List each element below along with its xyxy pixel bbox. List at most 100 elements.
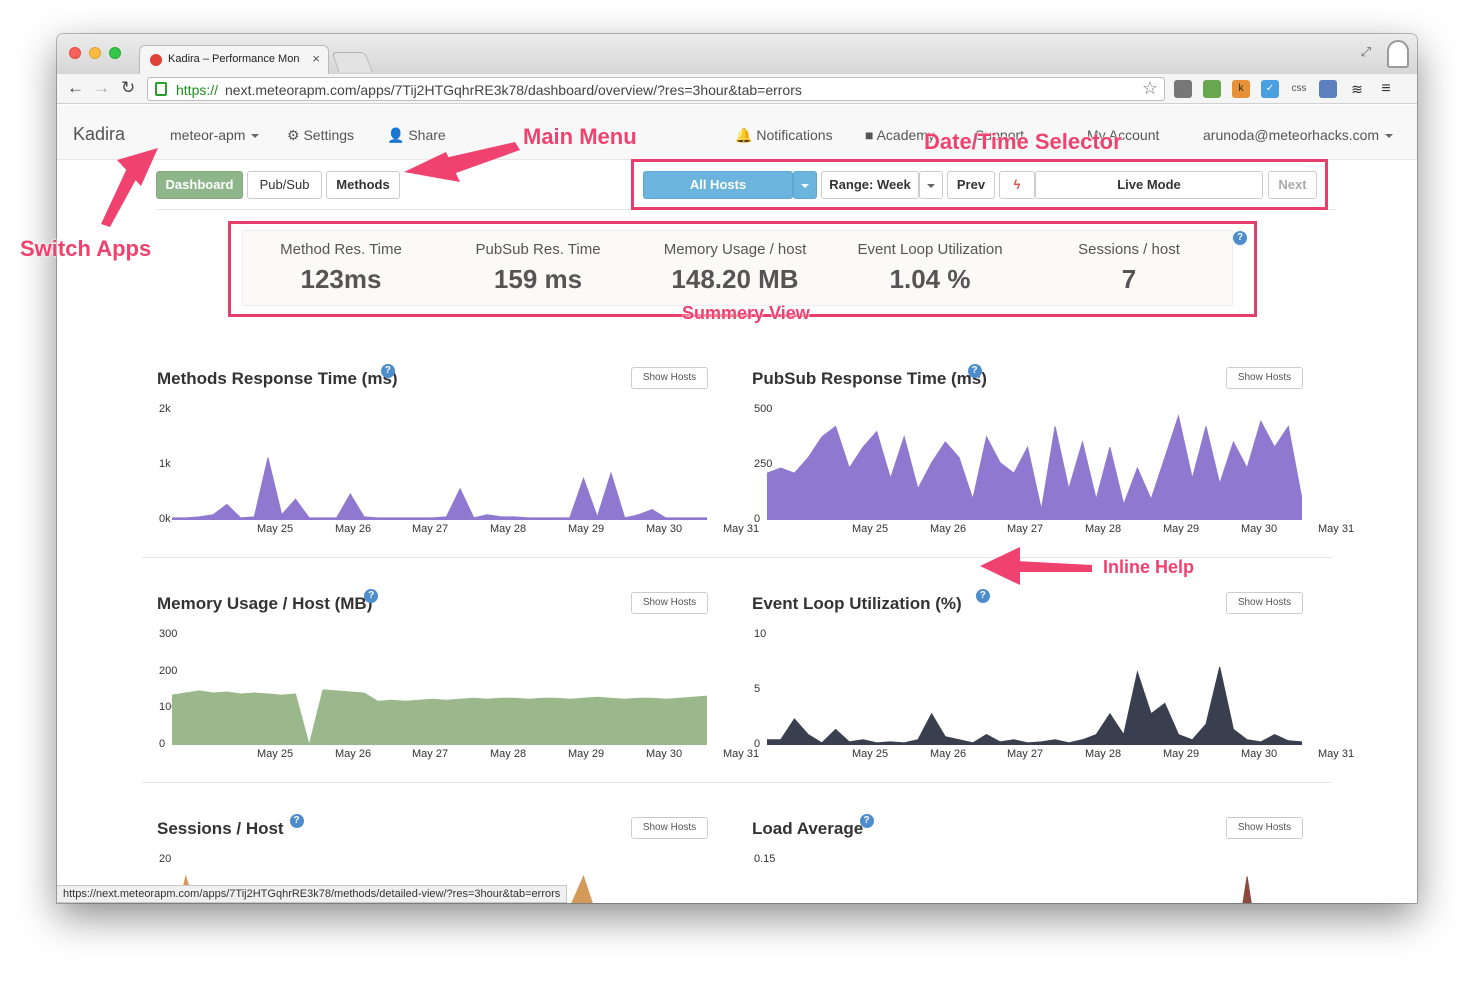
- settings-link[interactable]: ⚙ Settings: [287, 127, 354, 144]
- k-icon[interactable]: k: [1232, 80, 1250, 98]
- stat-label: Memory Usage / host: [663, 241, 807, 258]
- browser-tab[interactable]: Kadira – Performance Mon ×: [139, 45, 329, 74]
- new-tab-button[interactable]: [331, 52, 373, 72]
- evernote-icon[interactable]: [1203, 80, 1221, 98]
- share-link[interactable]: 👤 Share: [387, 127, 446, 144]
- x-tick-label: May 30: [646, 748, 683, 760]
- hosts-dropdown-button[interactable]: [793, 171, 817, 199]
- app-content: Kadira meteor-apm ⚙ Settings 👤 Share 🔔 N…: [57, 105, 1417, 903]
- forward-icon[interactable]: →: [93, 78, 110, 97]
- stat-value: 148.20 MB: [671, 264, 799, 294]
- summary-help-icon[interactable]: ?: [1233, 231, 1247, 245]
- x-tick-label: May 29: [1163, 748, 1200, 760]
- chart-series-area: [172, 689, 707, 745]
- tab-close-icon[interactable]: ×: [312, 51, 320, 66]
- y-tick-label: 0.15: [754, 853, 776, 865]
- x-tick-label: May 26: [335, 748, 372, 760]
- network-icon[interactable]: [1319, 80, 1337, 98]
- url-text: next.meteorapm.com/apps/7Tij2HTGqhrRE3k7…: [225, 82, 802, 98]
- pocket-icon[interactable]: [1174, 80, 1192, 98]
- chart-help-icon[interactable]: ?: [364, 589, 379, 603]
- chart-series-area: [1242, 876, 1252, 903]
- stat-value: 1.04 %: [889, 264, 971, 294]
- support-link[interactable]: Support: [975, 127, 1024, 143]
- chevron-down-icon: [251, 134, 260, 139]
- address-bar[interactable]: https:// next.meteorapm.com/apps/7Tij2HT…: [147, 77, 1165, 101]
- y-tick-label: 300: [159, 628, 178, 640]
- x-tick-label: May 25: [257, 748, 294, 760]
- my-account-label: My Account: [1087, 127, 1160, 143]
- chart-help-icon[interactable]: ?: [289, 814, 304, 828]
- check-icon[interactable]: ✓: [1261, 80, 1279, 98]
- chart-row-divider: [142, 557, 1332, 558]
- stat-value: 7: [1121, 264, 1137, 294]
- x-tick-label: May 28: [1085, 523, 1122, 535]
- live-mode-button[interactable]: Live Mode: [1035, 171, 1263, 199]
- fullscreen-icon[interactable]: ⤢: [1360, 44, 1371, 59]
- chart-help-icon[interactable]: ?: [380, 364, 395, 378]
- zoom-window-icon[interactable]: [109, 47, 121, 59]
- all-hosts-button[interactable]: All Hosts: [643, 171, 793, 199]
- x-tick-label: May 28: [1085, 748, 1122, 760]
- show-hosts-button[interactable]: Show Hosts: [1226, 367, 1303, 389]
- support-label: Support: [975, 127, 1025, 143]
- favicon-icon: [150, 54, 162, 66]
- show-hosts-button[interactable]: Show Hosts: [631, 592, 708, 614]
- status-url: https://next.meteorapm.com/apps/7Tij2HTG…: [57, 885, 568, 903]
- x-tick-label: May 30: [646, 523, 683, 535]
- x-tick-label: May 28: [490, 523, 527, 535]
- tab-dashboard[interactable]: Dashboard: [156, 171, 243, 199]
- user-email: arunoda@meteorhacks.com: [1203, 127, 1380, 143]
- chart-area-plot: [1242, 876, 1252, 903]
- chart-help-icon[interactable]: ?: [975, 589, 990, 603]
- back-icon[interactable]: ←: [67, 78, 84, 97]
- y-tick-label: 5: [754, 683, 761, 695]
- close-window-icon[interactable]: [69, 47, 81, 59]
- brand-logo[interactable]: Kadira: [73, 124, 126, 144]
- buffer-icon[interactable]: ≋: [1351, 81, 1363, 97]
- x-tick-label: May 31: [1318, 748, 1355, 760]
- y-tick-label: 1k: [159, 458, 171, 470]
- reload-icon[interactable]: ↻: [121, 78, 136, 97]
- bookmark-star-icon[interactable]: ☆: [1141, 78, 1158, 98]
- summary-panel: Method Res. Time 123ms PubSub Res. Time …: [242, 230, 1233, 306]
- date-time-highlight: [631, 159, 1328, 210]
- stat-label: Event Loop Utilization: [857, 241, 1003, 258]
- show-hosts-button[interactable]: Show Hosts: [631, 367, 708, 389]
- notifications-label: Notifications: [756, 127, 833, 143]
- x-tick-label: May 28: [490, 748, 527, 760]
- chart-help-icon[interactable]: ?: [859, 814, 874, 828]
- my-account-link[interactable]: My Account: [1087, 127, 1159, 143]
- show-hosts-button[interactable]: Show Hosts: [1226, 592, 1303, 614]
- chevron-down-icon: [927, 183, 935, 188]
- lightning-icon[interactable]: ϟ: [999, 171, 1035, 199]
- tab-methods[interactable]: Methods: [326, 171, 400, 199]
- chart-title: Load Average: [752, 819, 864, 838]
- user-icon: 👤: [387, 127, 409, 143]
- academy-link[interactable]: ■ Academy: [865, 127, 935, 143]
- menu-icon[interactable]: ≡: [1381, 80, 1391, 97]
- x-tick-label: May 29: [1163, 523, 1200, 535]
- user-menu[interactable]: arunoda@meteorhacks.com: [1203, 127, 1394, 143]
- notifications-link[interactable]: 🔔 Notifications: [735, 127, 833, 144]
- show-hosts-button[interactable]: Show Hosts: [631, 817, 708, 839]
- chart-area-plot: [767, 666, 1302, 745]
- x-tick-label: May 26: [335, 523, 372, 535]
- app-switcher[interactable]: meteor-apm: [170, 127, 260, 143]
- tab-pubsub[interactable]: Pub/Sub: [247, 171, 322, 199]
- prev-button[interactable]: Prev: [947, 171, 995, 199]
- chart-area-plot: [767, 414, 1302, 520]
- chart-help-icon[interactable]: ?: [967, 364, 982, 378]
- lock-icon: [155, 82, 167, 96]
- chart-title: Event Loop Utilization (%): [752, 594, 962, 613]
- show-hosts-button[interactable]: Show Hosts: [1226, 817, 1303, 839]
- stat-label: Method Res. Time: [280, 241, 402, 258]
- range-button[interactable]: Range: Week: [821, 171, 919, 199]
- summary-event-loop: Event Loop Utilization 1.04 %: [835, 241, 1025, 295]
- app-switcher-label: meteor-apm: [170, 127, 246, 143]
- profile-icon[interactable]: [1387, 40, 1409, 68]
- main-menu: Kadira meteor-apm ⚙ Settings 👤 Share 🔔 N…: [57, 105, 1417, 160]
- css-icon[interactable]: css: [1291, 83, 1307, 94]
- minimize-window-icon[interactable]: [89, 47, 101, 59]
- range-dropdown-button[interactable]: [919, 171, 943, 199]
